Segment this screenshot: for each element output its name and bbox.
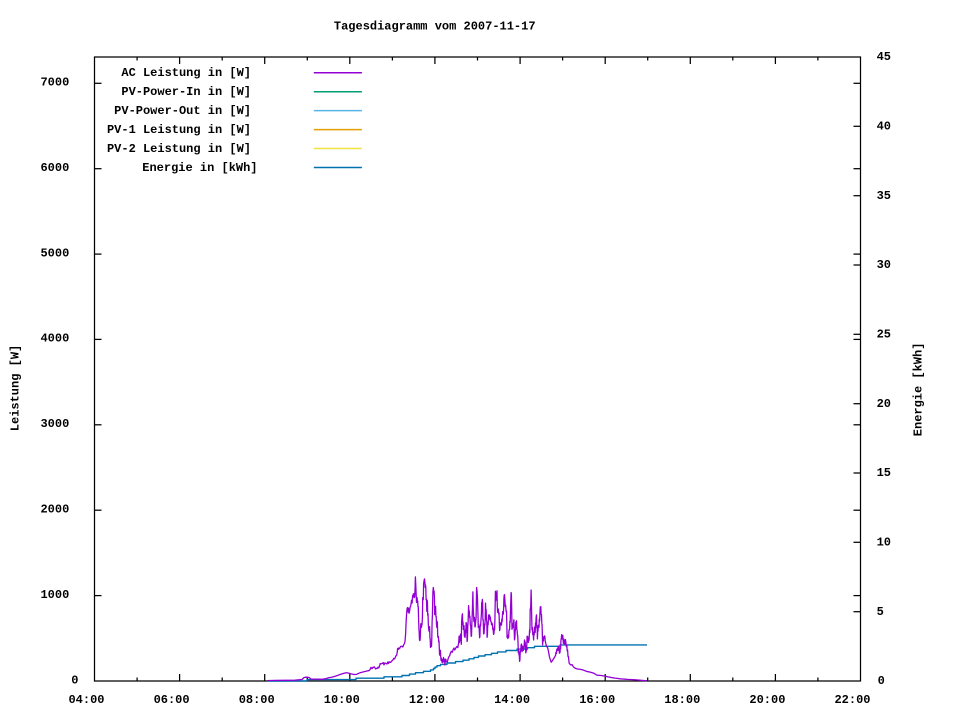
svg-text:10: 10 (877, 535, 891, 549)
svg-text:12:00: 12:00 (409, 693, 445, 707)
svg-text:14:00: 14:00 (494, 693, 530, 707)
svg-text:2000: 2000 (40, 502, 69, 516)
svg-text:08:00: 08:00 (239, 693, 275, 707)
svg-text:10:00: 10:00 (324, 693, 360, 707)
svg-text:5000: 5000 (40, 246, 69, 260)
svg-text:30: 30 (877, 258, 891, 272)
svg-text:Energie [kWh]: Energie [kWh] (912, 343, 926, 437)
svg-text:35: 35 (877, 189, 891, 203)
svg-text:0: 0 (878, 674, 885, 688)
svg-text:3000: 3000 (40, 417, 69, 431)
svg-text:20:00: 20:00 (749, 693, 785, 707)
svg-text:45: 45 (877, 50, 891, 64)
svg-text:22:00: 22:00 (834, 693, 870, 707)
svg-text:18:00: 18:00 (664, 693, 700, 707)
svg-text:Leistung [W]: Leistung [W] (9, 345, 23, 431)
svg-text:PV-Power-Out in [W]: PV-Power-Out in [W] (114, 104, 251, 118)
svg-text:1000: 1000 (40, 588, 69, 602)
svg-text:PV-Power-In in [W]: PV-Power-In in [W] (121, 85, 251, 99)
svg-text:4000: 4000 (40, 332, 69, 346)
svg-text:40: 40 (877, 119, 891, 133)
svg-text:06:00: 06:00 (154, 693, 190, 707)
svg-text:04:00: 04:00 (68, 693, 104, 707)
svg-text:25: 25 (877, 327, 891, 341)
svg-text:5: 5 (877, 605, 884, 619)
svg-text:AC Leistung in [W]: AC Leistung in [W] (121, 66, 251, 80)
svg-text:16:00: 16:00 (579, 693, 615, 707)
svg-text:PV-2 Leistung in [W]: PV-2 Leistung in [W] (107, 142, 251, 156)
svg-text:15: 15 (877, 466, 891, 480)
svg-text:6000: 6000 (40, 161, 69, 175)
svg-text:0: 0 (71, 673, 78, 687)
svg-text:Tagesdiagramm vom 2007-11-17: Tagesdiagramm vom 2007-11-17 (334, 20, 536, 34)
svg-text:Energie in [kWh]: Energie in [kWh] (142, 161, 257, 175)
svg-text:20: 20 (877, 397, 891, 411)
svg-text:7000: 7000 (40, 76, 69, 90)
svg-text:PV-1 Leistung in [W]: PV-1 Leistung in [W] (107, 123, 251, 137)
